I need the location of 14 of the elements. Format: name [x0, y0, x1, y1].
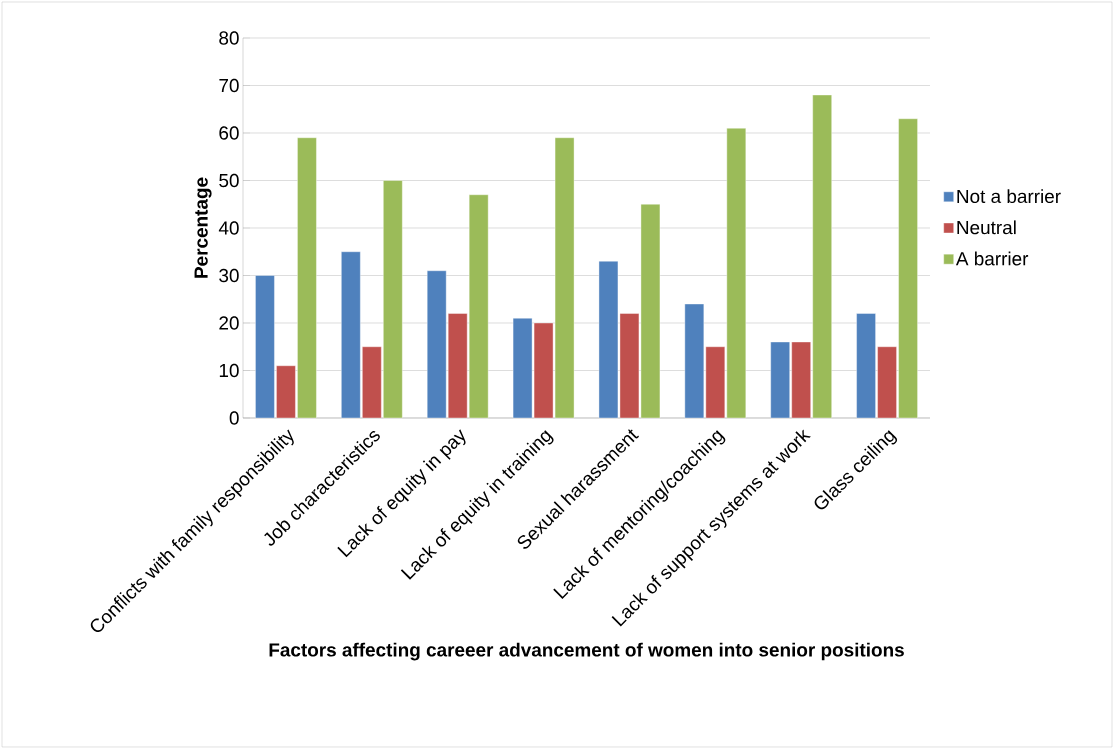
legend-label: Neutral: [957, 220, 1016, 235]
y-axis-title: Percentage: [194, 177, 212, 278]
x-axis-title: Factors affecting careeer advancement of women into senior positions: [269, 642, 904, 661]
y-tick-label: 80: [219, 31, 239, 45]
y-tick-label: 30: [219, 268, 239, 283]
legend-label: A barrier: [955, 251, 1029, 266]
y-tick-label: 50: [219, 173, 239, 188]
y-tick-label: 20: [219, 316, 239, 330]
y-tick-label: 0: [229, 411, 239, 425]
y-tick-label: 40: [218, 221, 239, 235]
y-tick-label: 10: [219, 363, 239, 378]
y-tick-label: 60: [219, 126, 239, 140]
y-tick-label: 70: [219, 78, 239, 93]
legend-label: Not a barrier: [957, 189, 1061, 204]
